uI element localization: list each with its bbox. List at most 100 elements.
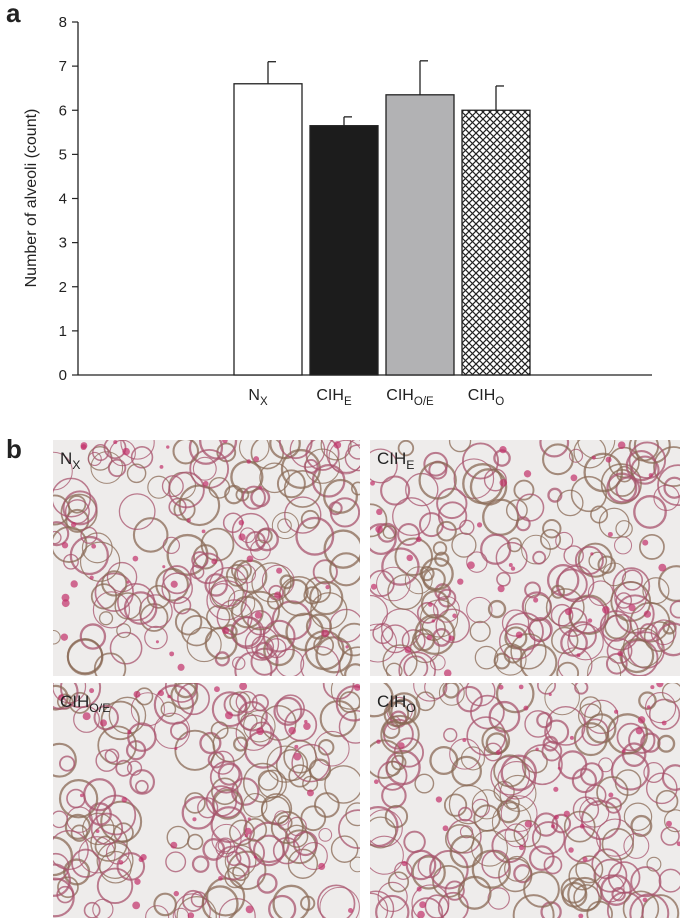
nucleus bbox=[373, 779, 379, 785]
nucleus bbox=[370, 583, 377, 590]
alveolus bbox=[531, 821, 566, 855]
nucleus bbox=[246, 459, 252, 464]
alveolus bbox=[370, 594, 389, 631]
image-label-sub: E bbox=[406, 458, 414, 472]
alveolus bbox=[81, 532, 113, 564]
alveolus bbox=[272, 884, 311, 918]
alveolus bbox=[370, 739, 404, 779]
nucleus bbox=[508, 563, 513, 567]
alveolus bbox=[541, 740, 563, 762]
alveolus bbox=[318, 827, 333, 842]
nucleus bbox=[89, 575, 94, 580]
alveolus bbox=[413, 683, 447, 702]
alveolus bbox=[162, 536, 181, 555]
alveolus bbox=[639, 623, 658, 642]
alveolus bbox=[376, 566, 411, 602]
nucleus bbox=[637, 716, 646, 724]
alveolus bbox=[382, 644, 418, 676]
alveolus bbox=[420, 557, 454, 591]
alveolus bbox=[469, 468, 508, 506]
alveolus bbox=[521, 744, 563, 786]
alveolus bbox=[224, 844, 257, 877]
nucleus bbox=[244, 833, 249, 838]
alveolus bbox=[251, 694, 269, 712]
alveolus bbox=[323, 478, 359, 514]
alveolus bbox=[568, 862, 597, 891]
alveolus bbox=[174, 608, 203, 636]
nucleus bbox=[132, 901, 141, 910]
alveolus bbox=[130, 446, 154, 469]
alveolus bbox=[528, 845, 555, 872]
nucleus bbox=[225, 711, 233, 720]
bar bbox=[461, 109, 531, 376]
alveolus bbox=[176, 896, 217, 918]
alveolus bbox=[115, 759, 133, 777]
alveolus bbox=[161, 475, 184, 498]
alveolus bbox=[469, 620, 491, 642]
nucleus bbox=[211, 558, 218, 565]
alveolus bbox=[588, 551, 608, 571]
alveolus bbox=[556, 661, 580, 676]
nucleus bbox=[676, 841, 680, 847]
alveolus bbox=[471, 789, 502, 820]
alveolus bbox=[191, 551, 209, 569]
alveolus bbox=[100, 800, 143, 843]
alveolus bbox=[198, 440, 238, 460]
nucleus bbox=[95, 829, 100, 834]
image-label-base: N bbox=[60, 449, 72, 468]
alveolus bbox=[275, 648, 305, 676]
alveolus bbox=[79, 541, 121, 582]
alveolus bbox=[126, 463, 147, 484]
nucleus bbox=[557, 766, 561, 770]
alveolus bbox=[347, 440, 360, 460]
alveolus bbox=[446, 818, 482, 854]
alveolus bbox=[495, 541, 528, 574]
alveolus bbox=[174, 893, 211, 918]
nucleus bbox=[553, 786, 559, 792]
alveolus bbox=[62, 490, 98, 526]
alveolus bbox=[210, 576, 244, 610]
nucleus bbox=[214, 686, 220, 693]
alveolus bbox=[586, 713, 617, 744]
alveolus bbox=[629, 893, 670, 918]
nucleus bbox=[155, 640, 159, 644]
alveolus bbox=[503, 644, 523, 664]
alveolus bbox=[135, 779, 149, 794]
alveolus bbox=[442, 683, 460, 699]
alveolus bbox=[574, 545, 604, 575]
nucleus bbox=[70, 580, 78, 588]
alveolus bbox=[416, 601, 439, 624]
alveolus bbox=[79, 623, 107, 650]
alveolus bbox=[238, 440, 270, 463]
alveolus bbox=[129, 769, 156, 795]
bar bbox=[233, 83, 303, 376]
y-tick-label: 2 bbox=[59, 279, 67, 296]
nucleus bbox=[133, 690, 141, 698]
alveolus bbox=[370, 569, 395, 597]
alveolus bbox=[370, 890, 395, 918]
alveolus bbox=[103, 440, 127, 460]
nucleus bbox=[510, 566, 516, 571]
nucleus bbox=[169, 651, 175, 657]
alveolus bbox=[322, 683, 355, 700]
nucleus bbox=[140, 854, 147, 861]
alveolus bbox=[204, 626, 238, 660]
nucleus bbox=[187, 912, 195, 918]
alveolus bbox=[234, 651, 273, 676]
alveolus bbox=[70, 824, 88, 842]
alveolus bbox=[126, 760, 143, 776]
alveolus bbox=[253, 834, 285, 867]
alveolus bbox=[443, 793, 468, 817]
alveolus bbox=[418, 512, 444, 538]
alveolus bbox=[398, 651, 436, 676]
alveolus bbox=[212, 787, 244, 818]
alveolus bbox=[551, 813, 572, 834]
nucleus bbox=[497, 585, 505, 593]
alveolus bbox=[465, 683, 496, 707]
alveolus bbox=[563, 545, 584, 566]
alveolus bbox=[187, 833, 204, 851]
alveolus bbox=[107, 458, 127, 478]
nucleus bbox=[167, 694, 171, 699]
nucleus bbox=[288, 726, 296, 735]
alveolus bbox=[519, 643, 558, 676]
